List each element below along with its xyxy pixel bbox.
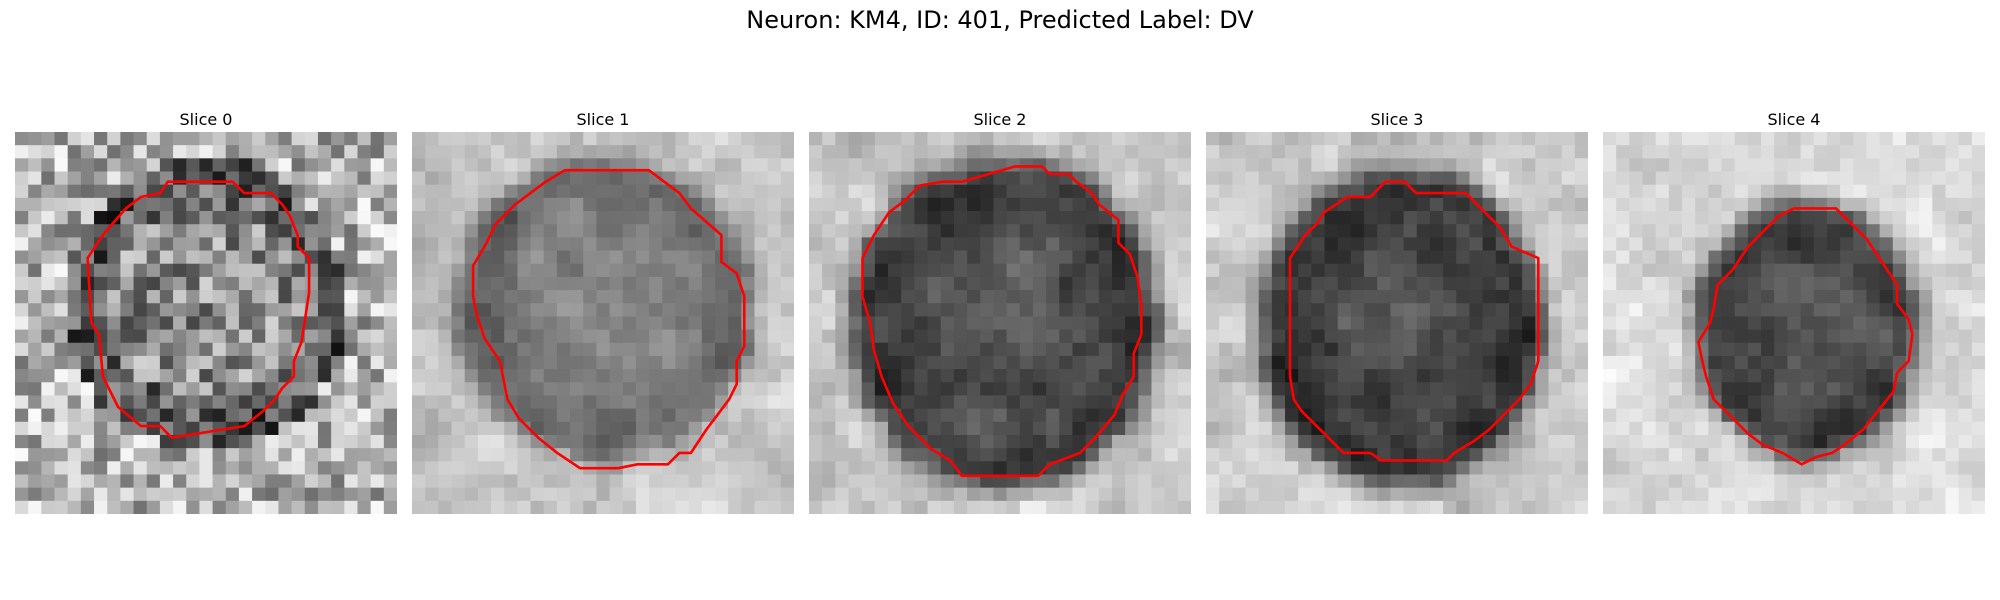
slice-panel-3: Slice 3: [1206, 108, 1588, 514]
slice-panel-2: Slice 2: [809, 108, 1191, 514]
cell-contour: [471, 168, 746, 470]
figure-title: Neuron: KM4, ID: 401, Predicted Label: D…: [746, 6, 1254, 34]
slice-title-1: Slice 1: [576, 110, 630, 129]
slice-image-1: [412, 132, 794, 514]
slice-pixels: [412, 132, 794, 514]
cell-contour: [1288, 180, 1540, 462]
slice-pixels: [809, 132, 1191, 514]
slice-title-3: Slice 3: [1370, 110, 1424, 129]
slice-image-3: [1206, 132, 1588, 514]
slice-title-0: Slice 0: [179, 110, 233, 129]
slice-panel-0: Slice 0: [15, 108, 397, 514]
slice-title-4: Slice 4: [1767, 110, 1821, 129]
slice-pixels: [1206, 132, 1588, 514]
cell-contour: [861, 165, 1143, 478]
cell-contour: [86, 180, 311, 439]
cell-contour: [1697, 207, 1914, 466]
slice-pixels: [1603, 132, 1985, 514]
slice-panel-1: Slice 1: [412, 108, 794, 514]
slice-image-2: [809, 132, 1191, 514]
slice-pixels: [15, 132, 397, 514]
slice-image-4: [1603, 132, 1985, 514]
slice-title-2: Slice 2: [973, 110, 1027, 129]
slice-panel-4: Slice 4: [1603, 108, 1985, 514]
slice-image-0: [15, 132, 397, 514]
